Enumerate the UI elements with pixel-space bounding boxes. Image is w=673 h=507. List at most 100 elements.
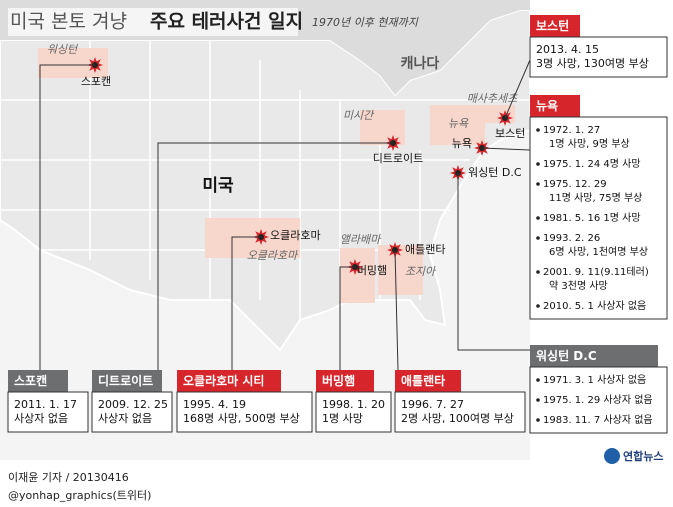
city-label: 보스턴: [495, 127, 525, 140]
leader-line: [481, 147, 531, 151]
bullet: [536, 378, 540, 382]
title-bg: [8, 8, 298, 36]
event-header: [530, 345, 658, 367]
event-entry: 사상자 없음: [14, 412, 68, 425]
leader-line: [157, 142, 393, 370]
event-entry: 1996. 7. 27: [401, 398, 464, 411]
bullet: [536, 128, 540, 132]
event-entry: 2010. 5. 1 사상자 없음: [543, 299, 646, 312]
event-box: [91, 391, 173, 433]
newyork-state: [430, 105, 485, 145]
footer-handle: @yonhap_graphics(트위터): [8, 489, 151, 502]
event-box: [315, 391, 392, 433]
event-entry: 6명 사망, 1천여명 부상: [549, 246, 648, 258]
state-borders: [0, 40, 530, 320]
bullet: [536, 182, 540, 186]
event-header: [316, 370, 374, 392]
leader-line: [504, 59, 531, 119]
event-place: 디트로이트: [98, 373, 153, 388]
subtitle: 1970년 이후 현재까지: [312, 16, 419, 29]
event-entry: 1명 사망, 9명 부상: [549, 138, 630, 150]
event-entry: 1971. 3. 1 사상자 없음: [543, 373, 646, 386]
leader-line: [457, 173, 530, 351]
event-entry: 1975. 1. 29 사상자 없음: [543, 393, 653, 406]
leader-line: [39, 64, 95, 370]
city-label: 애틀랜타: [405, 243, 445, 256]
event-entry: 1995. 4. 19: [183, 398, 246, 411]
event-entry: 11명 사망, 75명 부상: [549, 192, 642, 204]
bullet: [536, 304, 540, 308]
event-entry: 1975. 1. 24 4명 사망: [543, 158, 641, 170]
event-place: 애틀랜타: [401, 373, 445, 388]
alabama-state: [340, 248, 375, 303]
region-label: 캐나다: [401, 56, 440, 72]
region-label: 미시간: [343, 109, 375, 122]
title-prefix: 미국 본토 겨냥: [10, 11, 127, 33]
event-box: [529, 366, 668, 434]
region-label: 앨라배마: [340, 233, 382, 246]
leader-line: [231, 236, 261, 370]
event-entry: 1972. 1. 27: [543, 125, 600, 136]
event-entry: 2013. 4. 15: [536, 43, 599, 56]
oklahoma-state: [205, 218, 300, 258]
bullet: [536, 418, 540, 422]
logo-icon: [604, 448, 620, 464]
event-entry: 1981. 5. 16 1명 사망: [543, 212, 641, 224]
event-entry: 1명 사망: [322, 412, 363, 425]
bullet: [536, 162, 540, 166]
event-entry: 1983. 11. 7 사상자 없음: [543, 413, 653, 426]
city-label: 디트로이트: [373, 152, 424, 165]
event-entry: 1998. 1. 20: [322, 398, 385, 411]
leader-line: [394, 249, 399, 371]
region-label: 뉴욕: [448, 117, 469, 130]
event-entry: 1975. 12. 29: [543, 179, 607, 190]
event-header: [530, 15, 580, 37]
city-label: 오클라호마: [270, 229, 321, 242]
event-box: [529, 36, 668, 78]
region-label: 조지아: [405, 265, 437, 278]
event-entry: 사상자 없음: [98, 412, 152, 425]
event-header: [177, 370, 281, 392]
georgia-state: [378, 245, 423, 295]
event-entry: 168명 사망, 500명 부상: [183, 412, 300, 425]
bullet: [536, 398, 540, 402]
event-box: [176, 391, 313, 433]
overlay: 캐나다미국워싱턴미시간뉴욕매사추세츠오클라호마앨라배마조지아스포캔디트로이트보스…: [7, 15, 668, 434]
event-entry: 2011. 1. 17: [14, 398, 77, 411]
event-entry: 3명 사망, 130여명 부상: [536, 57, 649, 70]
event-place: 버밍햄: [322, 373, 355, 388]
event-entry: 2001. 9. 11(9.11테러): [543, 266, 649, 278]
event-header: [92, 370, 162, 392]
city-label: 뉴욕: [452, 137, 472, 150]
event-place: 워싱턴 D.C: [536, 348, 597, 363]
bullet: [536, 236, 540, 240]
title-main: 주요 테러사건 일지: [150, 11, 303, 33]
event-box: [394, 391, 526, 433]
event-entry: 약 3천명 사망: [549, 280, 608, 292]
city-label: 스포캔: [81, 75, 111, 88]
event-entry: 1993. 2. 26: [543, 233, 600, 244]
event-header: [8, 370, 68, 392]
region-label: 워싱턴: [47, 43, 79, 56]
event-place: 스포캔: [14, 373, 47, 388]
event-box: [529, 116, 668, 320]
event-place: 오클라호마 시티: [183, 373, 264, 388]
event-box: [7, 391, 89, 433]
event-entry: 2009. 12. 25: [98, 398, 168, 411]
massachusetts-state: [485, 105, 515, 123]
event-header: [530, 95, 580, 117]
event-entry: 2명 사망, 100여명 부상: [401, 412, 514, 425]
bullet: [536, 270, 540, 274]
city-label: 버밍햄: [357, 264, 387, 277]
leader-line: [339, 266, 355, 370]
region-label: 미국: [202, 176, 234, 196]
event-header: [395, 370, 461, 392]
region-label: 매사추세츠: [467, 92, 518, 105]
region-label: 오클라호마: [247, 249, 299, 262]
event-place: 보스턴: [536, 18, 569, 33]
logo: 연합뉴스: [623, 449, 663, 463]
event-place: 뉴욕: [536, 98, 558, 113]
footer-credit: 이재윤 기자 / 20130416: [8, 471, 129, 484]
bullet: [536, 216, 540, 220]
